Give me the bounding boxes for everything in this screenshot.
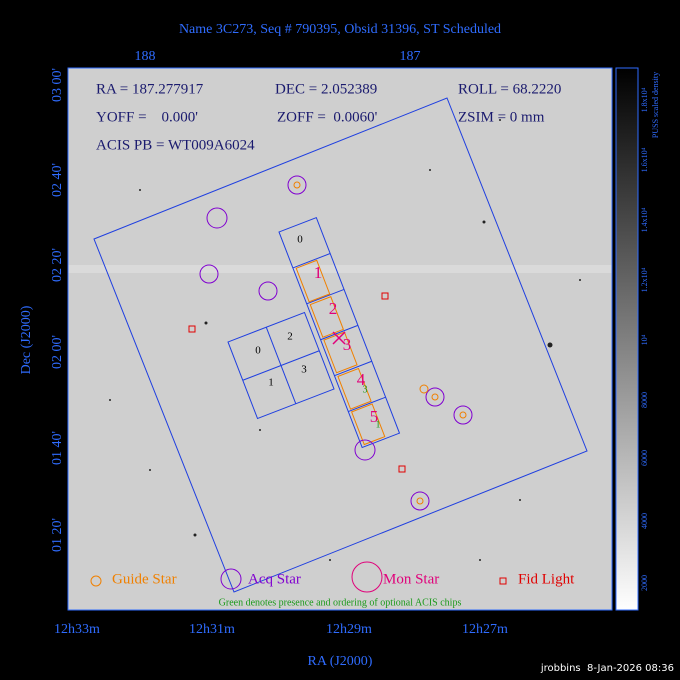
left-axis-label: Dec (J2000) xyxy=(19,305,34,374)
info-text: DEC = 2.052389 xyxy=(275,81,377,97)
bottom-tick-label: 12h33m xyxy=(54,622,100,637)
colorbar-tick-label: 2000 xyxy=(640,575,649,591)
aimpoint xyxy=(332,331,346,345)
bottom-tick-label: 12h27m xyxy=(462,622,508,637)
colorbar-tick-label: 8000 xyxy=(640,392,649,408)
acq-stars xyxy=(199,175,473,511)
colorbar-tick-label: 10⁴ xyxy=(640,334,649,345)
colorbar-tick-label: 1.2x10⁴ xyxy=(640,267,649,292)
info-text: ACIS PB = WT009A6024 xyxy=(96,137,255,153)
bottom-tick-label: 12h29m xyxy=(326,622,372,637)
colorbar xyxy=(615,67,639,611)
optional-chip: 3 xyxy=(363,384,368,395)
top-tick-label: 188 xyxy=(135,49,156,64)
chip-label: 3 xyxy=(301,364,307,376)
left-tick-label: 02 00' xyxy=(50,335,65,369)
legend-entry: Fid Light xyxy=(518,571,575,587)
image-band xyxy=(68,265,612,273)
info-text: ZOFF = 0.0060' xyxy=(277,109,378,125)
acis-s xyxy=(278,216,401,449)
colorbar-tick-label: 1.4x10⁴ xyxy=(640,207,649,232)
left-tick-label: 01 40' xyxy=(50,431,65,465)
info-text: YOFF = 0.000' xyxy=(96,109,198,125)
chip-label: 2 xyxy=(329,299,338,318)
colorbar-label: PUSS scaled density xyxy=(651,72,660,138)
colorbar-tick-label: 6000 xyxy=(640,450,649,466)
colorbar-tick-label: 1.6x10⁴ xyxy=(640,147,649,172)
info-text: RA = 187.277917 xyxy=(96,81,204,97)
chip-label: 4 xyxy=(357,370,366,389)
bottom-axis-label: RA (J2000) xyxy=(308,654,373,669)
chip-label: 0 xyxy=(255,345,261,357)
legend-symbol xyxy=(351,561,383,593)
colorbar-tick-label: 4000 xyxy=(640,513,649,529)
chip-label: 5 xyxy=(370,407,379,426)
colorbar-tick-label: 1.8x10⁴ xyxy=(640,87,649,112)
legend-entry: Mon Star xyxy=(383,571,439,587)
acis-i xyxy=(227,311,335,420)
title: Name 3C273, Seq # 790395, Obsid 31396, S… xyxy=(179,22,501,37)
left-tick-label: 02 40' xyxy=(50,163,65,197)
top-tick-label: 187 xyxy=(400,49,421,64)
legend-symbol xyxy=(220,568,242,590)
chip-label: 2 xyxy=(287,331,293,343)
info-text: ZSIM = 0 mm xyxy=(458,109,545,125)
chip-label: 0 xyxy=(297,234,303,246)
legend-symbol xyxy=(90,575,102,587)
plot-frame xyxy=(67,67,613,611)
left-tick-label: 01 20' xyxy=(50,518,65,552)
field-box xyxy=(93,97,588,593)
footer: jrobbins 8-Jan-2026 08:36 xyxy=(540,663,674,674)
note: Green denotes presence and ordering of o… xyxy=(219,597,462,608)
left-tick-label: 03 00' xyxy=(50,68,65,102)
legend-entry: Acq Star xyxy=(248,571,301,587)
bottom-tick-label: 12h31m xyxy=(189,622,235,637)
chip-label: 3 xyxy=(343,335,352,354)
left-tick-label: 02 20' xyxy=(50,248,65,282)
guide-stars xyxy=(293,181,467,505)
chip-label: 1 xyxy=(314,263,323,282)
info-text: ROLL = 68.2220 xyxy=(458,81,561,97)
fid-lights xyxy=(188,292,406,473)
legend-symbol xyxy=(499,577,507,585)
optional-chip: 1 xyxy=(376,419,381,430)
chip-label: 1 xyxy=(268,377,274,389)
stars xyxy=(109,119,581,561)
legend-entry: Guide Star xyxy=(112,571,177,587)
